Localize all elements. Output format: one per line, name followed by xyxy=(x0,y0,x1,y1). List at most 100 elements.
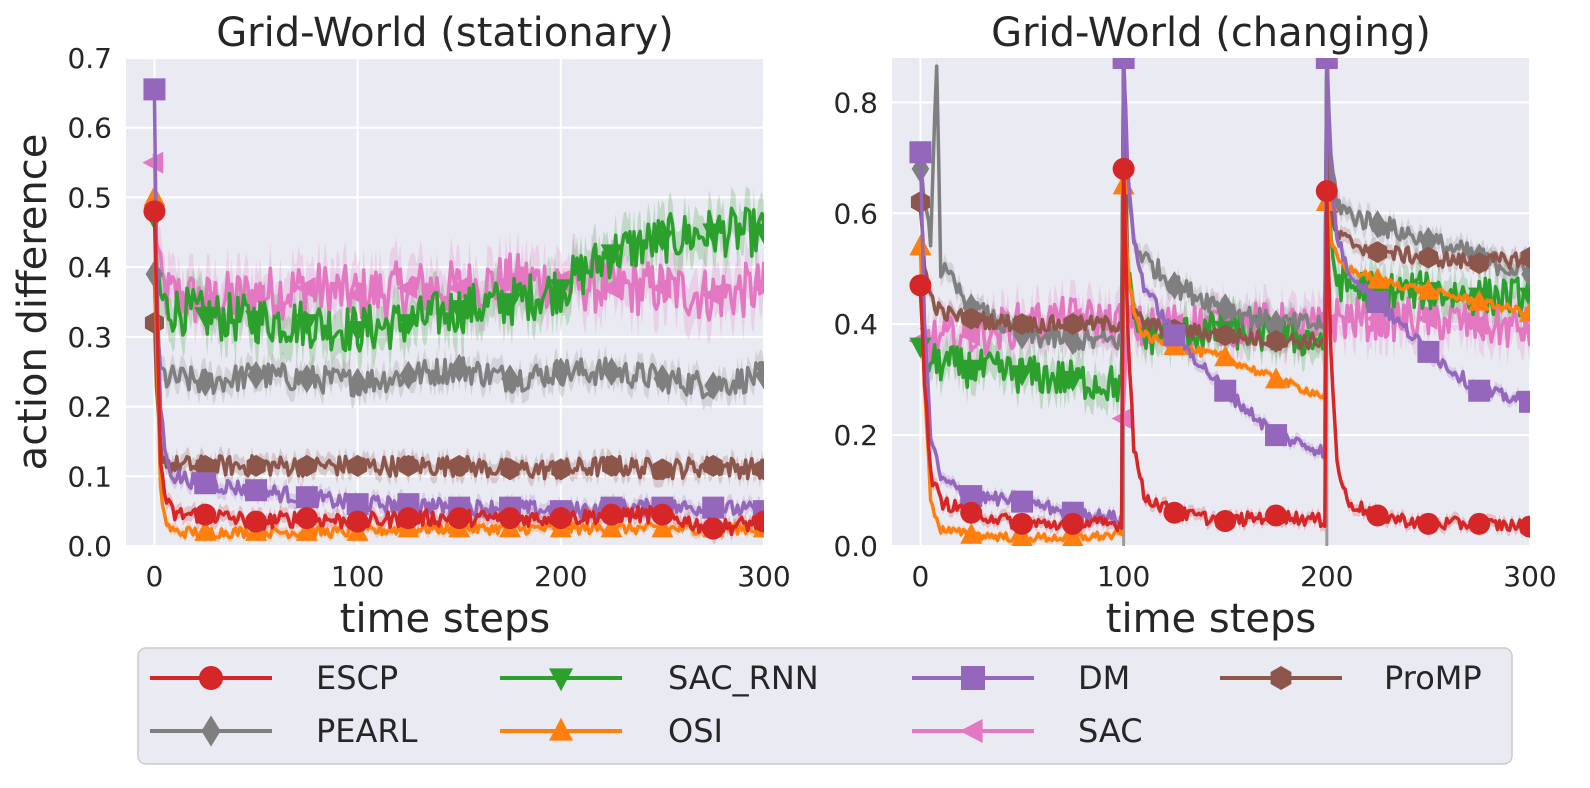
y-tick-label: 0.4 xyxy=(833,308,878,341)
data-point-sac xyxy=(959,324,981,347)
y-tick-label: 0.7 xyxy=(67,42,112,75)
x-tick-label: 100 xyxy=(1097,560,1150,593)
y-tick-label: 0.8 xyxy=(833,86,878,119)
data-point-escp xyxy=(960,501,983,524)
data-point-pearl xyxy=(399,360,418,390)
data-point-escp xyxy=(1163,501,1186,524)
data-point-pearl xyxy=(450,353,469,383)
legend-label: SAC xyxy=(1078,712,1143,750)
data-point-pearl xyxy=(1368,210,1387,239)
data-point-escp xyxy=(1061,512,1084,535)
data-point-escp xyxy=(397,507,420,530)
data-point-osi xyxy=(194,519,217,541)
legend-label: SAC_RNN xyxy=(668,659,819,697)
data-point-escp xyxy=(549,507,572,530)
data-point-osi xyxy=(1062,525,1084,546)
data-point-sac xyxy=(243,284,265,307)
data-point-escp xyxy=(753,510,764,533)
data-point-promp xyxy=(703,454,723,477)
data-point-osi xyxy=(1417,278,1440,300)
data-point-dm xyxy=(1011,490,1034,513)
data-point-pearl xyxy=(755,360,764,390)
legend-item-sac_rnn: SAC_RNN xyxy=(500,659,819,697)
data-point-sac xyxy=(599,277,621,300)
data-point-promp xyxy=(398,454,418,477)
legend-item-promp: ProMP xyxy=(1220,659,1482,697)
data-point-pearl xyxy=(501,364,519,393)
x-tick-label: 300 xyxy=(737,560,790,593)
data-point-sac_rnn xyxy=(295,314,318,336)
legend-label: DM xyxy=(1078,659,1130,697)
data-point-dm xyxy=(346,493,369,516)
data-point-dm xyxy=(1163,324,1186,347)
data-point-escp xyxy=(194,503,217,526)
data-point-sac xyxy=(294,277,316,300)
data-point-pearl xyxy=(1419,226,1438,256)
x-tick-label: 0 xyxy=(912,560,930,593)
ticks-stationary: 0 100 200 300 0.0 0.1 0.2 0.3 0.4 0.5 0.6 0.7 xyxy=(67,42,790,593)
data-point-promp xyxy=(449,454,469,477)
series-stationary xyxy=(142,78,764,541)
series-line-sac xyxy=(152,153,764,324)
data-point-promp xyxy=(961,307,981,330)
data-point-promp xyxy=(652,458,672,481)
data-point-escp xyxy=(1468,512,1491,535)
data-point-escp xyxy=(295,507,318,530)
data-point-osi xyxy=(1468,289,1491,311)
data-point-escp xyxy=(1519,515,1530,538)
legend-label: ESCP xyxy=(316,659,398,697)
data-point-pearl xyxy=(1165,271,1184,300)
data-point-dm xyxy=(909,141,932,164)
data-point-sac_rnn xyxy=(651,230,674,252)
data-point-promp xyxy=(1368,241,1388,264)
y-tick-label: 0.3 xyxy=(67,321,112,354)
data-point-escp xyxy=(1366,504,1389,527)
data-point-sac xyxy=(1517,323,1530,337)
y-tick-label: 0.0 xyxy=(833,530,878,563)
data-point-promp xyxy=(1063,313,1083,336)
data-point-pearl xyxy=(1064,326,1082,356)
data-point-dm xyxy=(702,496,725,519)
data-point-dm xyxy=(194,472,217,495)
legend-items: ESCP SAC_RNN DM ProMP PEARL OSI SAC xyxy=(150,659,1482,750)
data-point-dm xyxy=(1519,390,1530,413)
data-point-dm xyxy=(295,486,318,509)
data-point-dm xyxy=(143,78,166,101)
data-point-escp xyxy=(1315,180,1338,203)
data-point-sac_rnn xyxy=(753,223,764,245)
data-point-promp xyxy=(195,454,215,477)
data-point-sac xyxy=(447,277,469,300)
data-point-sac_rnn xyxy=(194,307,217,329)
data-point-promp xyxy=(348,454,368,477)
chart-title-changing: Grid-World (changing) xyxy=(991,10,1431,56)
data-point-sac_rnn xyxy=(245,310,268,332)
data-point-sac_rnn xyxy=(397,314,420,336)
data-point-osi xyxy=(1265,367,1288,389)
data-point-escp xyxy=(499,507,522,530)
data-point-osi xyxy=(1366,267,1389,289)
data-point-promp xyxy=(297,454,317,477)
data-point-dm xyxy=(1468,379,1491,402)
data-point-sac xyxy=(1467,313,1489,336)
data-point-promp xyxy=(246,454,266,477)
panel-changing: 0 100 200 300 0.0 0.2 0.4 0.6 0.8 Grid-World (ch… xyxy=(833,10,1556,642)
data-point-pearl xyxy=(552,357,570,387)
data-point-sac_rnn xyxy=(1011,365,1034,387)
data-point-sac_rnn xyxy=(1519,287,1530,309)
data-point-osi xyxy=(651,516,674,538)
data-point-pearl xyxy=(602,357,621,387)
data-point-escp xyxy=(245,510,268,533)
legend-label: OSI xyxy=(668,712,723,750)
legend-label: ProMP xyxy=(1384,659,1482,697)
data-point-dm xyxy=(1112,58,1135,69)
x-tick-label: 200 xyxy=(534,560,587,593)
data-point-sac_rnn xyxy=(346,321,369,342)
data-point-sac xyxy=(701,284,723,307)
legend-item-escp: ESCP xyxy=(150,659,398,697)
data-point-sac_rnn xyxy=(499,293,522,315)
chart-title-stationary: Grid-World (stationary) xyxy=(216,10,674,56)
x-tick-label: 200 xyxy=(1300,560,1353,593)
legend-marker xyxy=(959,719,983,743)
data-point-osi xyxy=(909,234,932,256)
y-tick-label: 0.5 xyxy=(67,181,112,214)
